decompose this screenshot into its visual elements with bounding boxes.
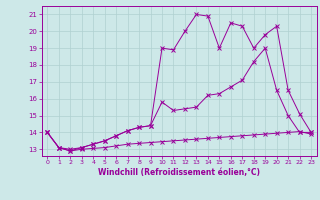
X-axis label: Windchill (Refroidissement éolien,°C): Windchill (Refroidissement éolien,°C) [98, 168, 260, 177]
